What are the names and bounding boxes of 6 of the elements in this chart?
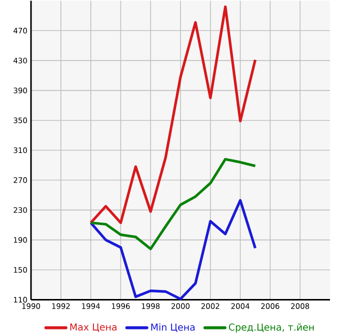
line-series [90, 5, 257, 224]
legend-label: Сред.Цена, т.йен [228, 323, 314, 333]
legend-label: Min Цена [151, 323, 195, 332]
line-series [90, 158, 257, 250]
legend-label: Max Цена [70, 323, 116, 332]
line-series [90, 198, 257, 300]
